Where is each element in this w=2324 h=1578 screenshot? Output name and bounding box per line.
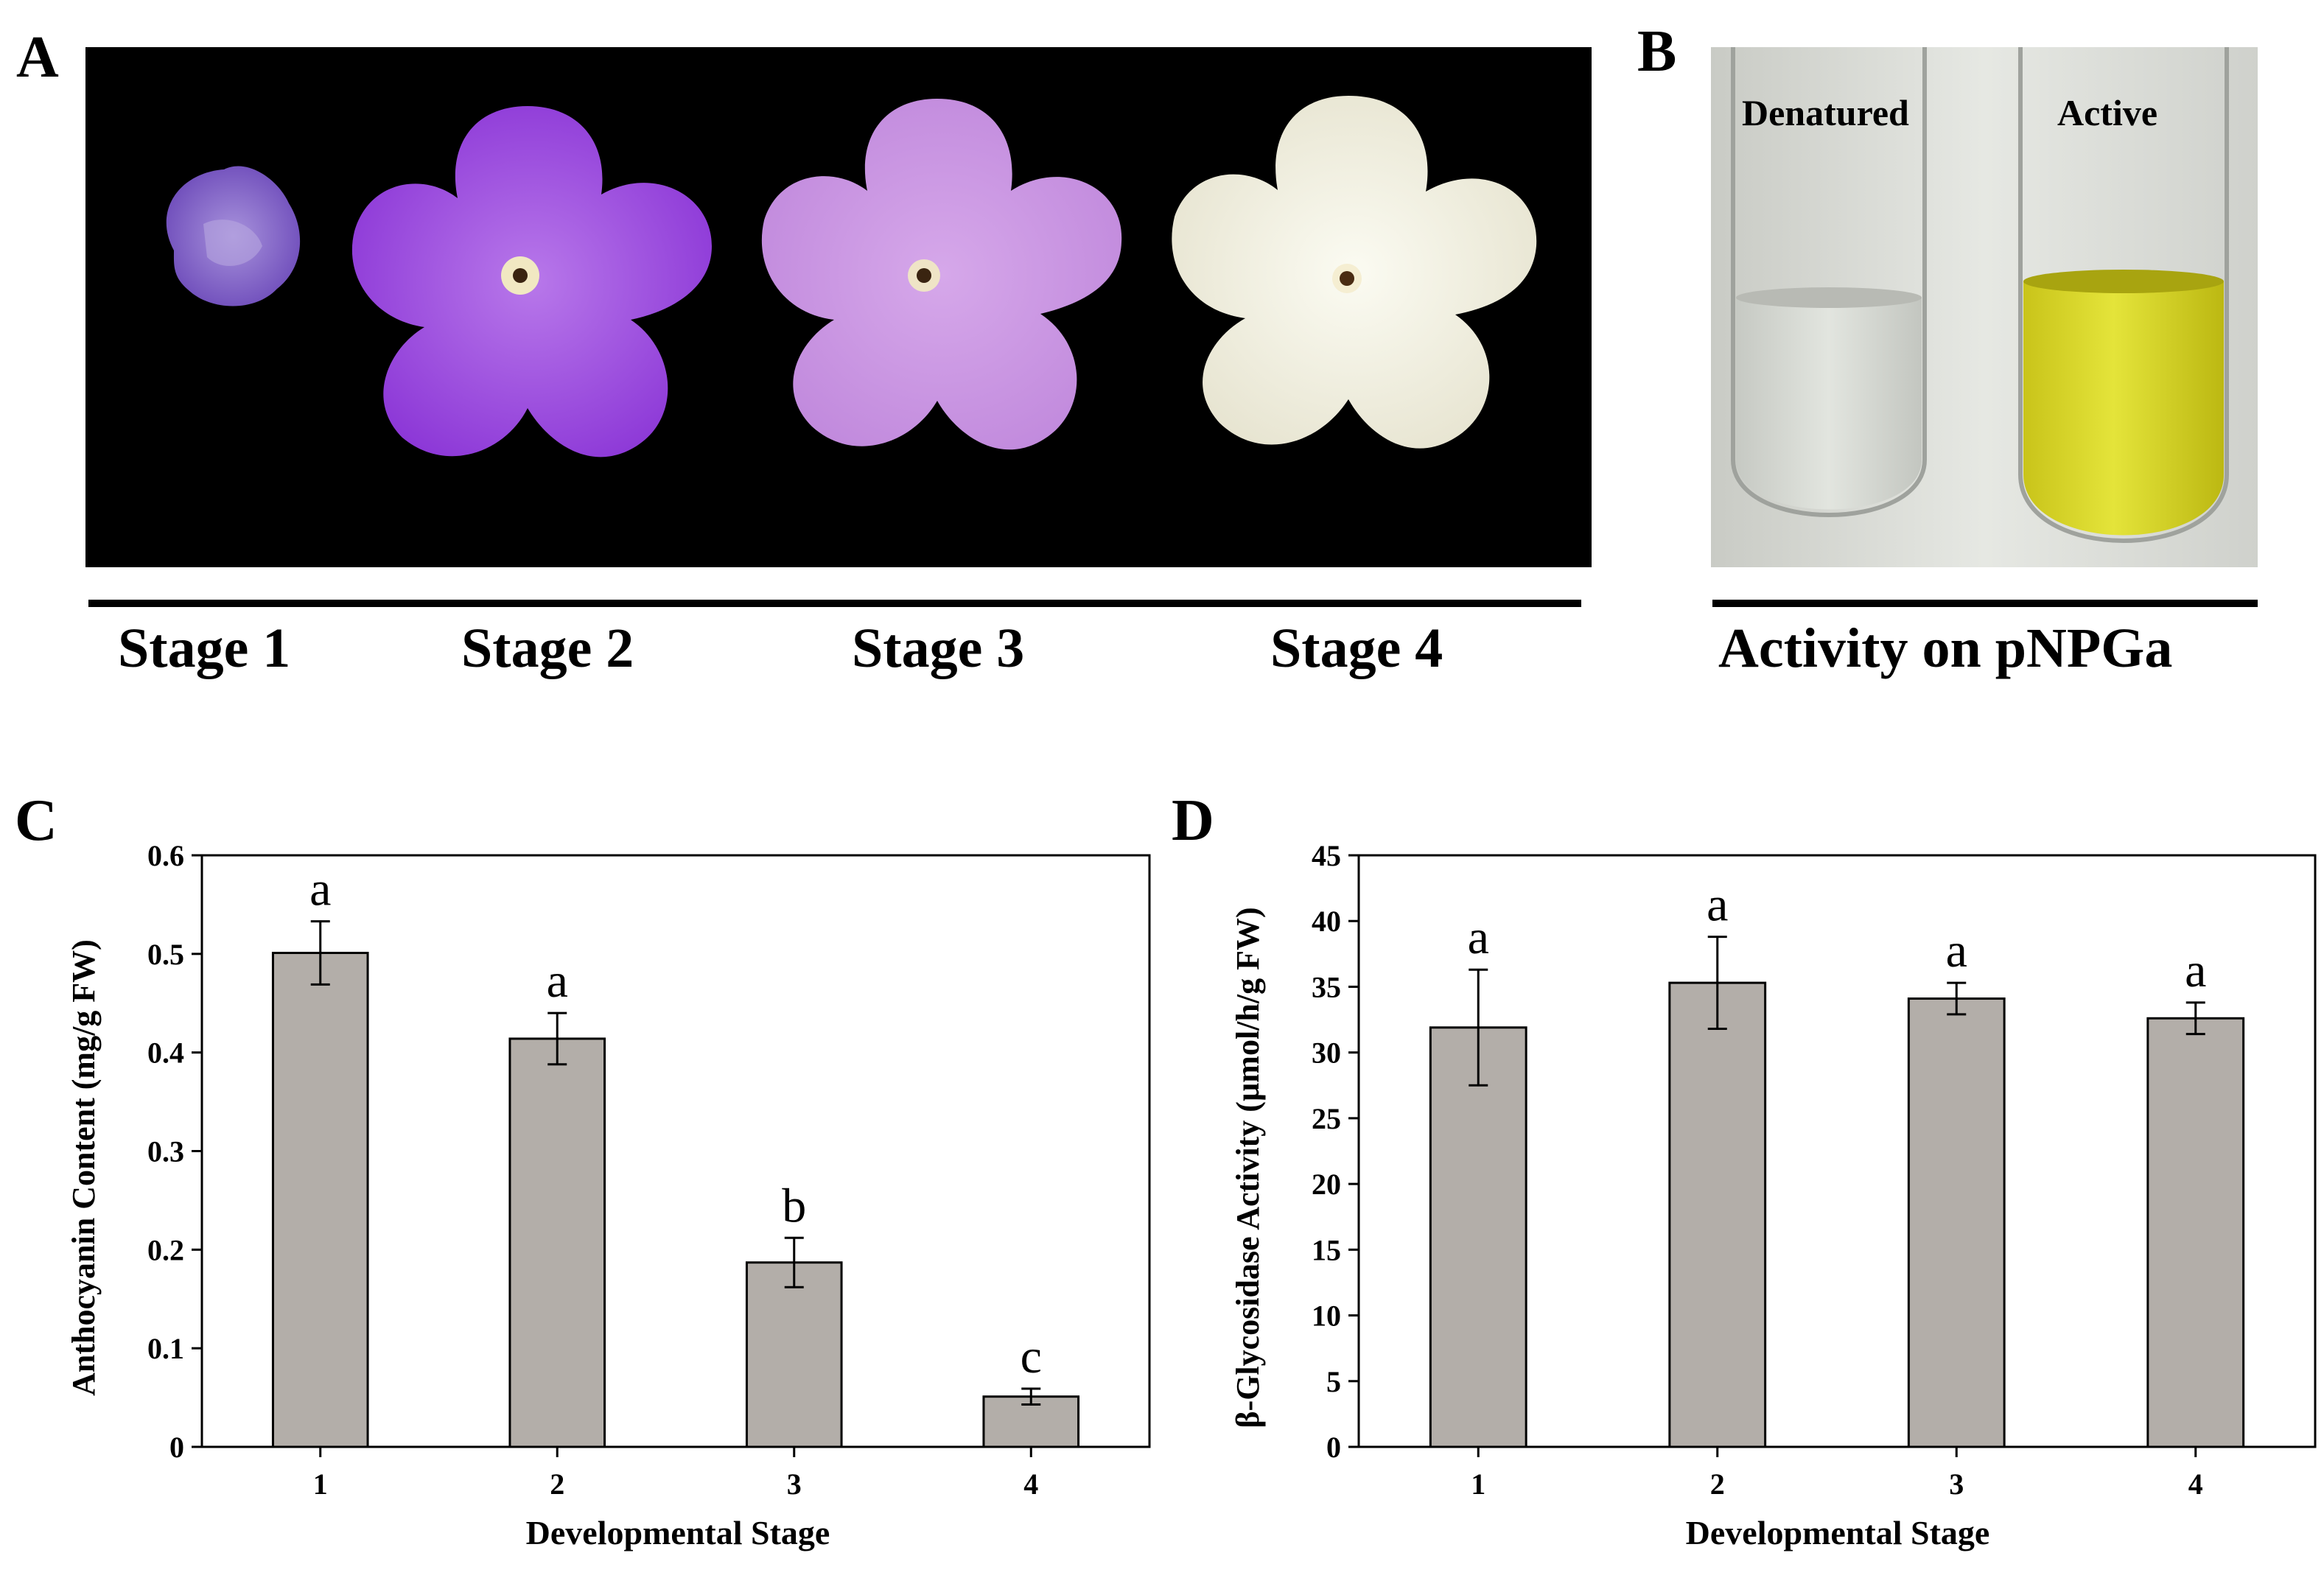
- chart-d-bar-2: [1668, 981, 1767, 1448]
- chart-d-ytick-label: 0: [1326, 1431, 1341, 1464]
- chart-c-bar-3: [745, 1261, 843, 1448]
- chart-c-sig-label-2: a: [547, 954, 568, 1008]
- chart-d-xtick-label-1: 1: [1471, 1467, 1485, 1501]
- panel-letter-b: B: [1637, 19, 1677, 84]
- activity-rule: [1712, 600, 2258, 607]
- chart-c-xtick-label-1: 1: [313, 1467, 328, 1501]
- chart-d-xtick-label-3: 3: [1949, 1467, 1964, 1501]
- chart-c-ytick-label: 0: [169, 1431, 184, 1464]
- chart-c-xtick-label-3: 3: [787, 1467, 802, 1501]
- tube-label-denatured: Denatured: [1742, 92, 1909, 133]
- chart-d-plot-frame: [1357, 854, 2317, 1448]
- chart-c-sig-label-1: a: [309, 863, 331, 916]
- activity-caption: Activity on pNPGa: [1718, 617, 2173, 679]
- chart-d-sig-label-2: a: [1707, 878, 1728, 932]
- chart-d-ytick-label: 40: [1312, 905, 1341, 938]
- flower-stages-photo: [85, 47, 1592, 567]
- chart-glycosidase: β-Glycosidase Activity (µmol/h/g FW) Dev…: [1230, 839, 2317, 1551]
- chart-d-ytick-label: 15: [1312, 1233, 1341, 1266]
- panel-letter-c: C: [15, 788, 57, 853]
- chart-d-xtick-label-4: 4: [2188, 1467, 2203, 1501]
- chart-c-xlabel: Developmental Stage: [526, 1514, 830, 1551]
- chart-d-ytick-label: 35: [1312, 970, 1341, 1003]
- chart-d-ytick-label: 20: [1312, 1168, 1341, 1201]
- chart-c-ytick-label: 0.5: [147, 938, 184, 971]
- chart-c-ytick-label: 0.1: [147, 1332, 184, 1365]
- chart-d-xtick-label-2: 2: [1710, 1467, 1725, 1501]
- panel-letter-d: D: [1172, 788, 1214, 853]
- chart-d-sig-label-3: a: [1946, 924, 1967, 978]
- chart-c-ytick-label: 0.4: [147, 1037, 184, 1070]
- chart-d-sig-label-4: a: [2185, 944, 2206, 997]
- chart-c-xtick-label-4: 4: [1023, 1467, 1038, 1501]
- chart-c-sig-label-3: b: [782, 1179, 806, 1232]
- tubes-photo: [1711, 47, 2258, 567]
- chart-c-ytick-label: 0.6: [147, 839, 184, 872]
- chart-d-sig-label-1: a: [1468, 911, 1489, 964]
- flower-stage-2: [351, 106, 712, 457]
- flower-stage-3: [761, 99, 1122, 450]
- tube-denatured: [1731, 47, 1927, 517]
- chart-d-ytick-label: 45: [1312, 839, 1341, 872]
- chart-d-xlabel: Developmental Stage: [1686, 1514, 1990, 1551]
- chart-c-sig-label-4: c: [1021, 1330, 1042, 1384]
- chart-d-ytick-label: 5: [1326, 1365, 1341, 1398]
- stage-label-2: Stage 2: [461, 617, 634, 679]
- flower-stage-4: [1172, 96, 1537, 449]
- stage-rule: [88, 600, 1581, 607]
- chart-d-bar-1: [1429, 1026, 1527, 1448]
- chart-c-ytick-label: 0.3: [147, 1135, 184, 1168]
- panel-letter-a: A: [16, 25, 59, 90]
- chart-c-bar-1: [271, 951, 369, 1448]
- chart-d-ylabel: β-Glycosidase Activity (µmol/h/g FW): [1230, 907, 1266, 1428]
- flower-stage-1: [166, 166, 301, 306]
- tube-label-active: Active: [2057, 92, 2158, 133]
- chart-anthocyanin: Anthocyanin Content (mg/g FW) Developmen…: [66, 839, 1151, 1551]
- stage-label-4: Stage 4: [1270, 617, 1443, 679]
- chart-d-ytick-label: 25: [1312, 1102, 1341, 1135]
- chart-d-bar-4: [2146, 1017, 2245, 1448]
- stage-label-3: Stage 3: [852, 617, 1025, 679]
- chart-d-bar-3: [1907, 997, 2006, 1448]
- chart-c-ytick-label: 0.2: [147, 1233, 184, 1266]
- chart-d-ytick-label: 30: [1312, 1037, 1341, 1070]
- stage-label-1: Stage 1: [118, 617, 291, 679]
- chart-c-xtick-label-2: 2: [550, 1467, 564, 1501]
- tube-active: [2018, 47, 2229, 543]
- chart-d-ytick-label: 10: [1312, 1300, 1341, 1333]
- chart-c-ylabel: Anthocyanin Content (mg/g FW): [66, 939, 102, 1396]
- chart-c-bar-2: [508, 1037, 606, 1448]
